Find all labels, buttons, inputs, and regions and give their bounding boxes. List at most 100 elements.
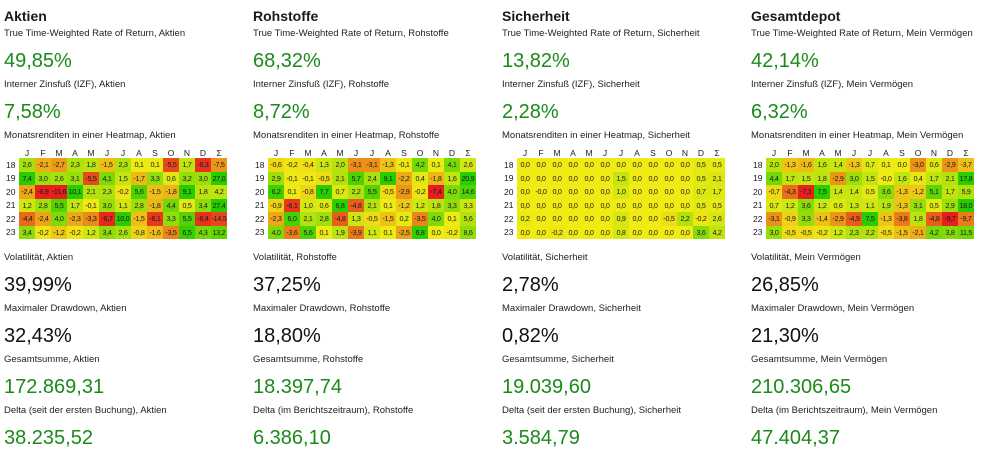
heatmap-cell: 4,3	[195, 225, 211, 239]
heatmap-cell: -7,4	[428, 185, 444, 199]
twr-value: 42,14%	[751, 50, 819, 72]
heatmap-cell: -7,5	[211, 158, 227, 172]
heatmap-cell: 0,7	[766, 198, 782, 212]
max-drawdown-value: 0,82%	[502, 325, 559, 347]
heatmap-cell: -0,1	[284, 171, 300, 185]
heatmap-cell: 0,0	[597, 225, 613, 239]
heatmap-cell: -7,1	[798, 185, 814, 199]
volatility-value: 37,25%	[253, 274, 321, 296]
heatmap-month-header: M	[585, 147, 593, 158]
heatmap-cell: -0,9	[782, 212, 798, 226]
heatmap-cell: -6,7	[99, 212, 115, 226]
heatmap-label: Monatsrenditen in einer Heatmap, Aktien	[4, 130, 176, 141]
heatmap-cell: 0,0	[533, 171, 549, 185]
heatmap-row: 20 -2,4 -6,9 -11,6 10,1 2,1 2,3 -0,2 5,6 -1,5 -1,8…	[6, 185, 227, 199]
heatmap-year-label: 19	[255, 173, 265, 184]
heatmap-cell: 0,0	[629, 185, 645, 199]
heatmap-cell: -0,2	[693, 212, 709, 226]
heatmap-cell: 0,0	[677, 225, 693, 239]
heatmap-cell: 0,0	[581, 225, 597, 239]
heatmap-month-header: D	[448, 147, 456, 158]
heatmap-wrap: J F M A M J J A S O N D Σ 18 2,0 -1,3 -1,6 1,6 1,4 -1,3 0,7 0…	[751, 147, 990, 252]
heatmap-row: 23 0,0 0,0 -0,2 0,0 0,0 0,0 0,8 0,0 0,0 0,0 0,0 3,6 4…	[504, 225, 725, 239]
heatmap-cell: 0,0	[517, 225, 533, 239]
heatmap-cell: 3,3	[798, 212, 814, 226]
heatmap-cell: 8,6	[460, 225, 476, 239]
heatmap-cell: -1,8	[428, 171, 444, 185]
heatmap-cell: 3,1	[910, 198, 926, 212]
panel-title: Sicherheit	[502, 8, 570, 24]
heatmap-cell: 1,0	[613, 185, 629, 199]
heatmap-cell: 0,0	[661, 185, 677, 199]
heatmap-month-header: A	[570, 147, 576, 158]
heatmap-row: 19 2,9 -0,1 -0,1 -0,5 2,1 5,7 2,4 9,1 -2,2 0,4 -1,8…	[255, 171, 476, 185]
heatmap-cell: -0,5	[364, 212, 380, 226]
heatmap-cell: 0,0	[677, 185, 693, 199]
heatmap-cell: 3,4	[99, 225, 115, 239]
izf-label: Interner Zinsfuß (IZF), Rohstoffe	[253, 79, 390, 90]
heatmap-month-header: J	[273, 147, 279, 158]
total-sum-label: Gesamtsumme, Rohstoffe	[253, 354, 364, 365]
heatmap-month-header: S	[152, 147, 158, 158]
heatmap-cell: 1,2	[83, 225, 99, 239]
heatmap-year-label: 18	[753, 159, 763, 170]
heatmap-cell: -1,5	[131, 212, 147, 226]
heatmap-cell: -0,6	[268, 158, 284, 172]
heatmap-cell: -1,8	[163, 185, 179, 199]
heatmap-row: 19 4,4 1,7 1,5 1,8 -2,9 3,0 1,5 -0,0 1,6 0,4 1,7 2,1…	[753, 171, 974, 185]
heatmap-month-header: S	[650, 147, 656, 158]
heatmap-year-label: 23	[504, 227, 514, 238]
max-drawdown-label: Maximaler Drawdown, Mein Vermögen	[751, 303, 915, 314]
izf-label: Interner Zinsfuß (IZF), Sicherheit	[502, 79, 640, 90]
heatmap-cell: 0,0	[549, 158, 565, 172]
heatmap-cell: 0,9	[613, 212, 629, 226]
heatmap-month-header: J	[369, 147, 375, 158]
heatmap-cell: 1,5	[115, 171, 131, 185]
heatmap-month-header: S	[401, 147, 407, 158]
heatmap-cell: -0,1	[396, 158, 412, 172]
heatmap-cell: 0,0	[629, 225, 645, 239]
heatmap-cell: -0,2	[115, 185, 131, 199]
heatmap-cell: 1,5	[862, 171, 878, 185]
heatmap-month-header: J	[867, 147, 873, 158]
heatmap-cell: -9,7	[942, 212, 958, 226]
heatmap-row: 18 2,0 -1,3 -1,6 1,6 1,4 -1,3 0,7 0,1 0,0 -3,0 0,6-…	[753, 158, 974, 172]
heatmap-year-label: 20	[504, 186, 514, 197]
delta-value: 6.386,10	[253, 427, 331, 449]
heatmap-cell: -1,3	[894, 198, 910, 212]
heatmap-cell: -0,2	[35, 225, 51, 239]
heatmap-cell: 0,4	[412, 171, 428, 185]
heatmap-cell: 1,3	[316, 158, 332, 172]
heatmap-cell: -0,5	[316, 171, 332, 185]
heatmap-cell: 2,2	[677, 212, 693, 226]
heatmap-cell: 0,0	[597, 171, 613, 185]
panel-rohstoffe: Rohstoffe True Time-Weighted Rate of Ret…	[253, 6, 502, 456]
heatmap-month-header: S	[899, 147, 905, 158]
heatmap-month-header: J	[104, 147, 110, 158]
izf-label: Interner Zinsfuß (IZF), Aktien	[4, 79, 126, 90]
heatmap-month-header: A	[321, 147, 327, 158]
delta-value: 47.404,37	[751, 427, 840, 449]
heatmap-row: 22 -4,4 -2,4 4,0 -2,3 -3,3 -6,7 10,0 -1,5 -6,1 3,3…	[6, 212, 227, 226]
heatmap-cell: 1,0	[300, 198, 316, 212]
heatmap-cell: 2,1	[364, 198, 380, 212]
heatmap-cell: -6,4	[195, 212, 211, 226]
heatmap-corner	[504, 147, 517, 158]
heatmap-cell: 14,6	[460, 185, 476, 199]
heatmap-cell: 0,1	[316, 225, 332, 239]
heatmap-month-header: F	[289, 147, 295, 158]
heatmap-cell: 0,0	[629, 158, 645, 172]
heatmap-cell: -2,4	[35, 212, 51, 226]
monthly-returns-heatmap: J F M A M J J A S O N D Σ 18 -0,6 -0,2 -0,4 1,3 2,0 -3,1 -3,…	[255, 147, 476, 239]
heatmap-cell: 3,4	[19, 225, 35, 239]
heatmap-month-header: N	[930, 147, 938, 158]
heatmap-month-header: M	[304, 147, 312, 158]
heatmap-month-header: J	[24, 147, 30, 158]
heatmap-cell: 0,0	[565, 185, 581, 199]
heatmap-cell: 2,0	[766, 158, 782, 172]
twr-label: True Time-Weighted Rate of Return, Siche…	[502, 28, 700, 39]
heatmap-cell: 0,0	[661, 198, 677, 212]
heatmap-cell: 1,5	[798, 171, 814, 185]
heatmap-cell: 0,0	[629, 198, 645, 212]
monthly-returns-heatmap: J F M A M J J A S O N D Σ 18 0,0 0,0 0,0 0,0 0,0 0,0 0,0 0,0 0…	[504, 147, 725, 239]
